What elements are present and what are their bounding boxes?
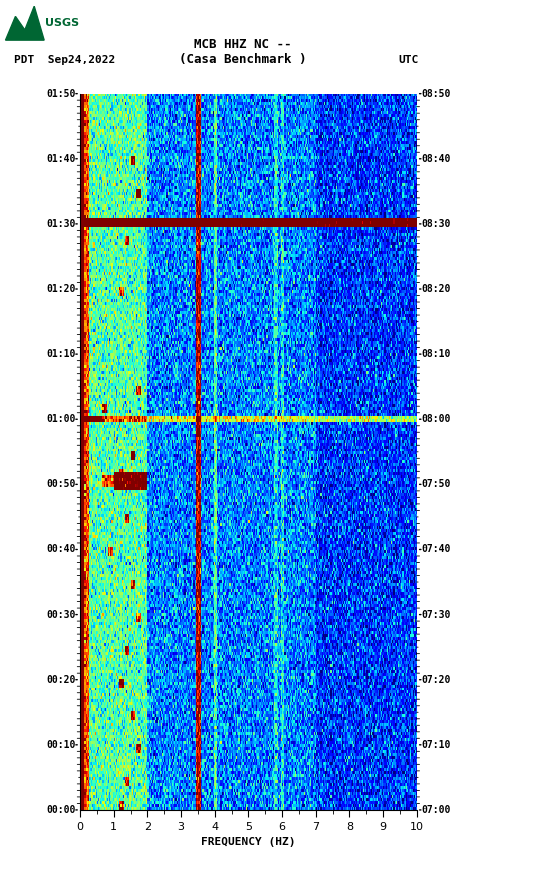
Text: 08:20: 08:20 [421, 284, 450, 294]
Text: 01:10: 01:10 [46, 349, 76, 359]
Text: 07:20: 07:20 [421, 674, 450, 685]
FancyBboxPatch shape [6, 6, 61, 40]
Text: UTC: UTC [399, 54, 418, 65]
Text: 00:10: 00:10 [46, 739, 76, 750]
Text: 00:30: 00:30 [46, 609, 76, 620]
Text: PDT  Sep24,2022: PDT Sep24,2022 [14, 54, 115, 65]
Text: 08:30: 08:30 [421, 219, 450, 229]
Text: 07:50: 07:50 [421, 479, 450, 490]
Text: 08:00: 08:00 [421, 414, 450, 425]
Text: MCB HHZ NC --: MCB HHZ NC -- [194, 38, 291, 51]
Text: 07:10: 07:10 [421, 739, 450, 750]
Polygon shape [6, 6, 44, 40]
Text: 01:30: 01:30 [46, 219, 76, 229]
Text: 01:00: 01:00 [46, 414, 76, 425]
Text: 07:30: 07:30 [421, 609, 450, 620]
Text: 01:40: 01:40 [46, 153, 76, 164]
Text: 00:00: 00:00 [46, 805, 76, 815]
Text: 00:50: 00:50 [46, 479, 76, 490]
Text: 08:10: 08:10 [421, 349, 450, 359]
X-axis label: FREQUENCY (HZ): FREQUENCY (HZ) [201, 838, 296, 847]
Text: 00:40: 00:40 [46, 544, 76, 555]
Text: 00:20: 00:20 [46, 674, 76, 685]
Text: 07:40: 07:40 [421, 544, 450, 555]
Text: USGS: USGS [45, 18, 79, 29]
Text: 08:50: 08:50 [421, 88, 450, 99]
Text: 01:50: 01:50 [46, 88, 76, 99]
Text: (Casa Benchmark ): (Casa Benchmark ) [179, 54, 306, 66]
Text: 01:20: 01:20 [46, 284, 76, 294]
Text: 08:40: 08:40 [421, 153, 450, 164]
Text: 07:00: 07:00 [421, 805, 450, 815]
